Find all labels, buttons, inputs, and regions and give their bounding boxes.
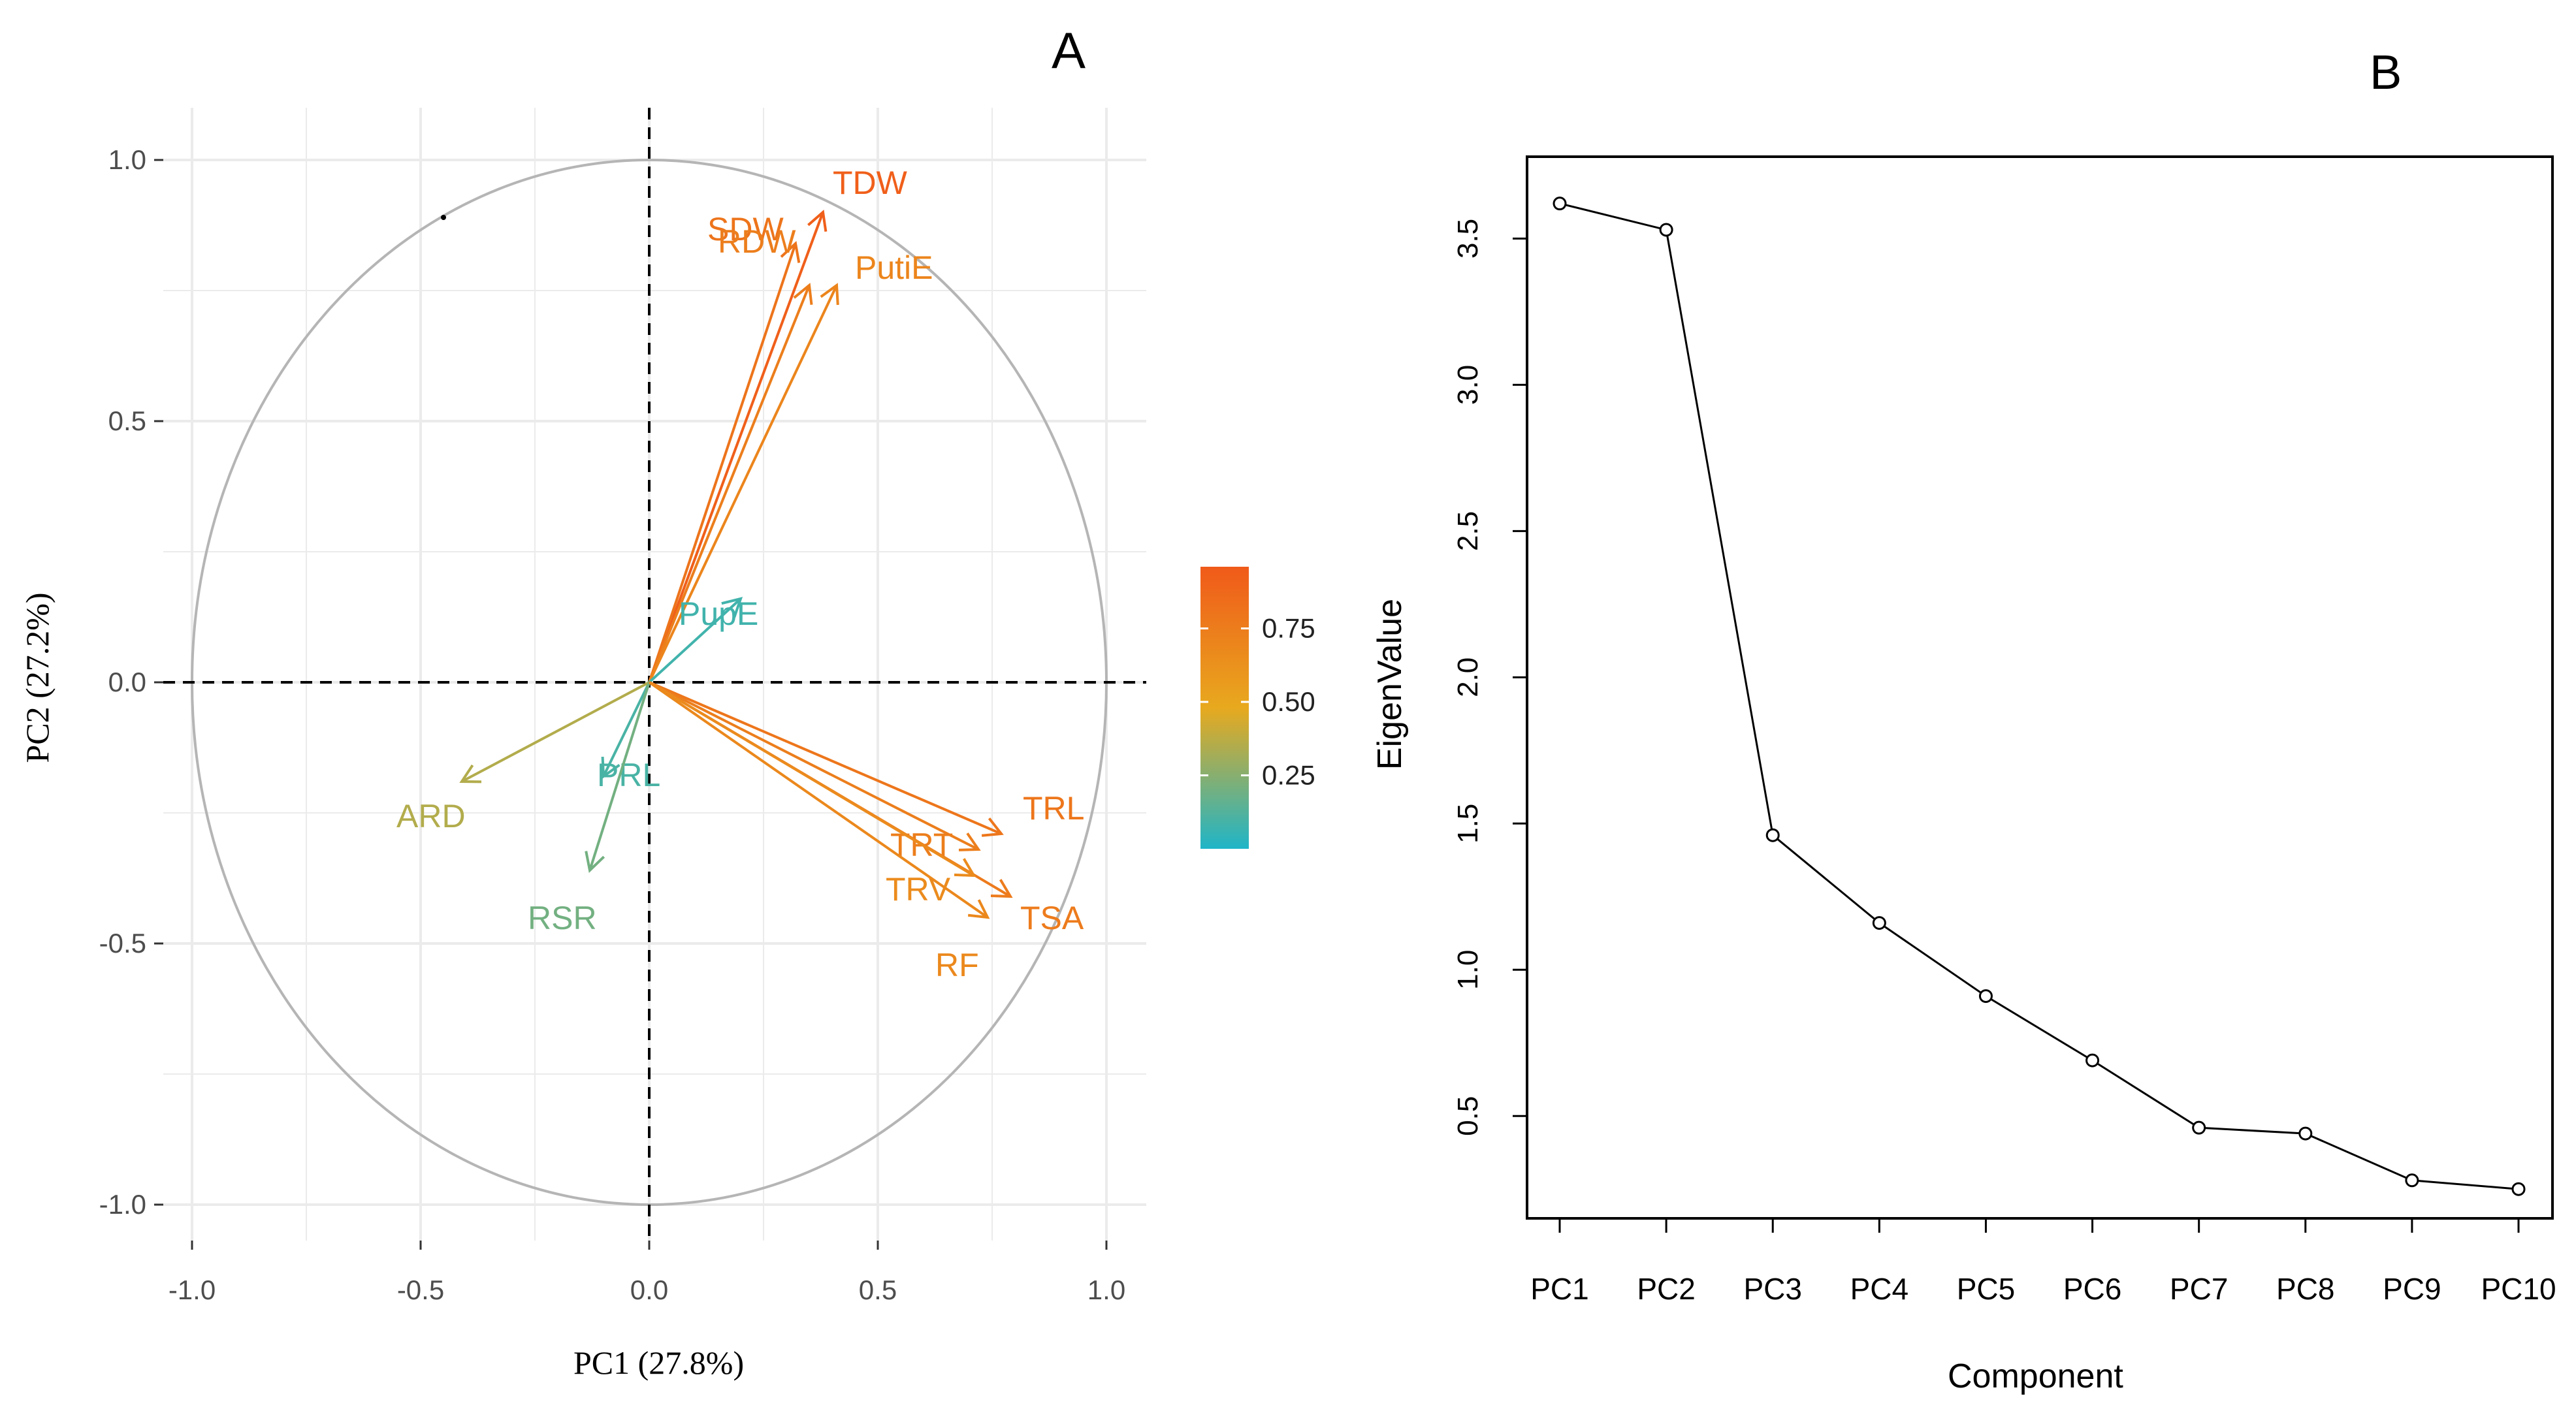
variable-label-trv: TRV — [886, 871, 951, 908]
arrow-rdw — [648, 285, 811, 683]
x-tick-label: 0.0 — [630, 1274, 668, 1305]
scree-x-tick-label-pc2: PC2 — [1637, 1272, 1695, 1306]
scree-plot-panel: 0.5 1.0 1.5 2.0 2.5 3.0 3.5 PC1 PC2 PC3 PC4 PC5 PC6 P… — [1452, 155, 2556, 1306]
eigenvalue-point-pc7 — [2192, 1120, 2206, 1135]
arrowhead-sdw — [780, 241, 801, 263]
scree-x-tick-label-pc6: PC6 — [2063, 1272, 2121, 1306]
eigenvalue-line — [1559, 202, 2519, 1190]
eigenvalue-point-pc9 — [2405, 1173, 2419, 1188]
scree-y-tick-label: 3.5 — [1452, 219, 1484, 259]
arrowhead-pupe — [721, 597, 743, 618]
variable-label-rsr: RSR — [528, 900, 597, 936]
arrow-rf — [648, 681, 989, 919]
arrow-trv — [648, 681, 975, 877]
eigenvalue-point-pc6 — [2085, 1053, 2100, 1068]
variable-label-prl: PRL — [597, 757, 660, 793]
y-tick-label: -1.0 — [99, 1189, 146, 1220]
eigenvalue-point-pc5 — [1978, 989, 1993, 1004]
scree-x-tick-label-pc10: PC10 — [2481, 1272, 2556, 1306]
eigenvalue-point-pc3 — [1765, 828, 1780, 842]
eigenvalue-point-pc2 — [1659, 223, 1673, 237]
arrowhead-trt — [958, 832, 981, 851]
y-tick-label: 0.0 — [108, 667, 146, 697]
variable-label-ard: ARD — [396, 798, 466, 834]
arrow-rsr — [588, 682, 651, 871]
scree-x-tick-label-pc1: PC1 — [1530, 1272, 1588, 1306]
scree-x-tick-label-pc5: PC5 — [1957, 1272, 2015, 1306]
scree-y-axis-title: EigenValue — [1371, 598, 1409, 770]
arrowhead-putie — [820, 283, 839, 306]
variable-label-pupe: PupE — [679, 595, 758, 632]
arrowhead-ard — [459, 764, 482, 784]
variable-label-sdw: SDW — [707, 211, 784, 247]
scree-x-tick-label-pc9: PC9 — [2383, 1272, 2441, 1306]
scree-y-tick-label: 1.5 — [1452, 804, 1484, 844]
scree-x-tick-label-pc3: PC3 — [1743, 1272, 1801, 1306]
eigenvalue-point-pc8 — [2298, 1126, 2313, 1141]
arrow-tdw — [648, 212, 824, 683]
x-tick-label: 0.5 — [859, 1274, 897, 1305]
scree-x-tick-label-pc7: PC7 — [2170, 1272, 2228, 1306]
scree-y-tick-label: 1.0 — [1452, 950, 1484, 990]
arrowhead-rsr — [585, 851, 605, 873]
arrowhead-rf — [967, 899, 990, 919]
arrow-trl — [649, 681, 1002, 835]
eigenvalue-point-pc4 — [1872, 916, 1886, 930]
arrow-putie — [648, 285, 838, 683]
scree-y-tick-label: 2.5 — [1452, 511, 1484, 551]
variable-label-tdw: TDW — [833, 165, 908, 201]
arrowhead-tsa — [990, 879, 1013, 898]
arrow-pupe — [648, 597, 742, 684]
variable-label-rf: RF — [935, 947, 979, 983]
pca-biplot-panel: -1.0 -0.5 0.0 0.5 1.0 1.0 0.5 0.0 -0.5 -1.0 TDW SDW… — [99, 108, 1315, 1305]
arrow-sdw — [648, 243, 797, 683]
scree-x-tick-label-pc8: PC8 — [2276, 1272, 2334, 1306]
scree-y-tick-label: 0.5 — [1452, 1096, 1484, 1136]
x-tick-label: 1.0 — [1087, 1274, 1125, 1305]
y-tick-label: 1.0 — [108, 144, 146, 175]
variable-label-trl: TRL — [1023, 790, 1084, 827]
legend-tick-label: 0.75 — [1262, 613, 1315, 644]
arrow-trt — [649, 681, 979, 851]
panel-a-label: A — [1052, 22, 1086, 79]
scree-y-tick-label: 2.0 — [1452, 657, 1484, 697]
scree-plot-frame — [1526, 155, 2554, 1220]
eigenvalue-point-pc1 — [1553, 197, 1567, 211]
scree-y-tick-label: 3.0 — [1452, 365, 1484, 405]
arrowhead-trv — [954, 858, 976, 878]
arrowhead-trl — [981, 817, 1004, 837]
eigenvalue-point-pc10 — [2511, 1182, 2526, 1196]
arrow-prl — [602, 682, 651, 777]
arrow-ard — [461, 681, 650, 783]
x-tick-label: -1.0 — [169, 1274, 216, 1305]
circle-marker-dot — [441, 215, 446, 220]
scree-x-axis-title: Component — [1948, 1357, 2123, 1395]
arrowhead-tdw — [807, 210, 828, 232]
y-tick-label: -0.5 — [99, 928, 146, 958]
legend-tick-label: 0.50 — [1262, 686, 1315, 717]
legend-tick-label: 0.25 — [1262, 760, 1315, 791]
variable-label-putie: PutiE — [855, 249, 933, 286]
contrib-color-bar — [1200, 567, 1249, 849]
variable-label-rdw: RDW — [718, 223, 796, 260]
arrowhead-rdw — [793, 283, 813, 306]
x-tick-label: -0.5 — [397, 1274, 444, 1305]
arrowhead-prl — [601, 756, 620, 779]
pca-x-axis-title: PC1 (27.8%) — [573, 1344, 745, 1381]
panel-b-label: B — [2370, 45, 2402, 99]
variable-label-tsa: TSA — [1020, 900, 1084, 936]
y-tick-label: 0.5 — [108, 405, 146, 436]
pca-y-axis-title: PC2 (27.2%) — [19, 592, 56, 763]
scree-x-tick-label-pc4: PC4 — [1850, 1272, 1908, 1306]
